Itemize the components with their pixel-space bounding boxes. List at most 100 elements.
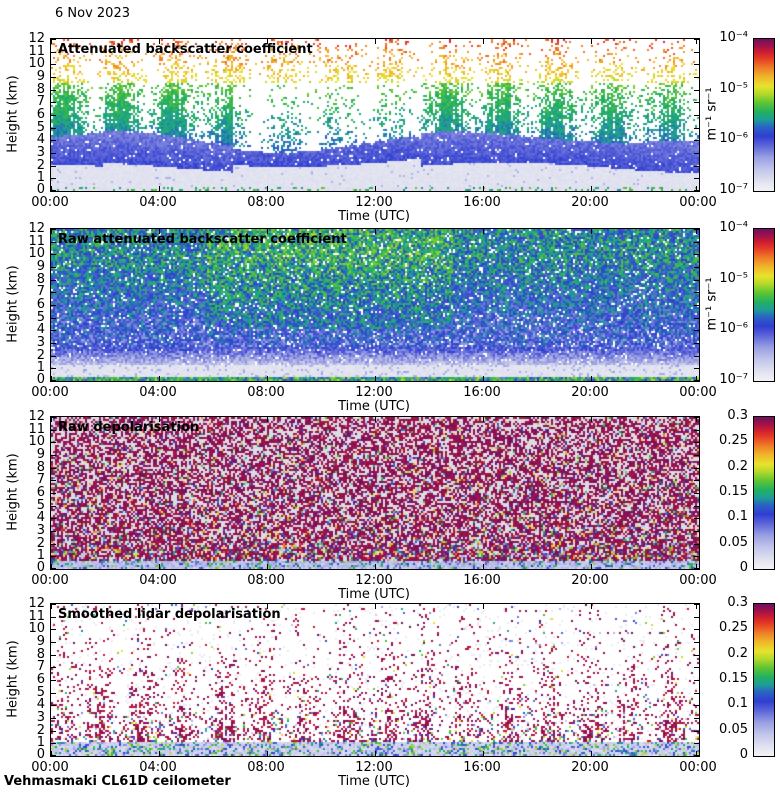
y-axis-tick: [51, 705, 56, 706]
y-axis-tick: [51, 417, 56, 418]
y-tick-label: 11: [28, 609, 45, 624]
y-axis-tick: [694, 693, 699, 694]
colorbar-tick-label: 10⁻⁷: [719, 182, 748, 197]
y-axis-tick: [51, 442, 56, 443]
x-tick-label: 08:00: [247, 760, 285, 775]
x-tick-label: 12:00: [355, 385, 393, 400]
x-tick-label: 20:00: [571, 195, 609, 210]
colorbar-tick-label: 0.1: [727, 509, 748, 524]
x-axis-tick: [696, 186, 697, 191]
y-axis-tick: [694, 417, 699, 418]
x-tick-label: 00:00: [679, 760, 717, 775]
x-axis-label: Time (UTC): [338, 774, 410, 789]
x-axis-tick: [483, 186, 484, 191]
x-axis-tick: [696, 229, 697, 234]
y-tick-label: 1: [36, 360, 45, 375]
colorbar: [753, 603, 775, 757]
x-tick-label: 12:00: [355, 195, 393, 210]
panel-title: Attenuated backscatter coefficient: [58, 42, 313, 57]
x-axis-tick: [159, 39, 160, 44]
x-tick-label: 04:00: [139, 195, 177, 210]
y-tick-label: 3: [36, 710, 45, 725]
x-tick-label: 00:00: [31, 573, 69, 588]
y-axis-tick: [694, 229, 699, 230]
y-axis-tick: [51, 468, 56, 469]
y-tick-label: 9: [36, 69, 45, 84]
y-tick-label: 1: [36, 735, 45, 750]
y-axis-tick: [694, 90, 699, 91]
y-axis-tick: [694, 178, 699, 179]
x-axis-tick: [375, 417, 376, 422]
y-axis-tick: [51, 368, 56, 369]
y-axis-tick: [694, 480, 699, 481]
y-axis-tick: [694, 718, 699, 719]
x-axis-tick: [267, 564, 268, 569]
panel-smoothed-lidar-depolarisation: Height (km) Smoothed lidar depolarisatio…: [0, 595, 780, 798]
x-axis-tick: [267, 751, 268, 756]
y-axis-tick: [694, 267, 699, 268]
y-axis-tick: [51, 153, 56, 154]
y-tick-label: 5: [36, 310, 45, 325]
y-axis-tick: [51, 518, 56, 519]
x-axis-label: Time (UTC): [338, 399, 410, 414]
x-axis-tick: [591, 229, 592, 234]
y-axis-tick: [694, 506, 699, 507]
y-tick-label: 3: [36, 335, 45, 350]
y-axis-tick: [51, 629, 56, 630]
y-axis-tick: [51, 64, 56, 65]
x-axis-tick: [696, 604, 697, 609]
y-tick-label: 12: [28, 409, 45, 424]
x-tick-label: 12:00: [355, 573, 393, 588]
x-axis-tick: [267, 604, 268, 609]
y-axis-tick: [694, 629, 699, 630]
y-axis-tick: [51, 718, 56, 719]
y-tick-label: 12: [28, 31, 45, 46]
x-axis-tick: [159, 417, 160, 422]
x-axis-tick: [483, 39, 484, 44]
x-tick-label: 00:00: [679, 573, 717, 588]
plot-area: Smoothed lidar depolarisation: [50, 603, 700, 757]
y-axis-tick: [51, 617, 56, 618]
y-axis-tick: [51, 292, 56, 293]
x-axis-tick: [483, 751, 484, 756]
y-axis-tick: [51, 506, 56, 507]
y-axis-tick: [51, 242, 56, 243]
y-axis-tick: [694, 292, 699, 293]
colorbar-tick-label: 10⁻⁶: [719, 321, 748, 336]
y-axis-tick: [694, 743, 699, 744]
y-tick-label: 5: [36, 498, 45, 513]
x-axis-tick: [591, 376, 592, 381]
y-tick-label: 0: [36, 560, 45, 575]
y-tick-label: 4: [36, 322, 45, 337]
y-tick-label: 11: [28, 44, 45, 59]
y-axis-tick: [694, 705, 699, 706]
y-axis-tick: [694, 430, 699, 431]
y-tick-label: 6: [36, 107, 45, 122]
y-axis-tick: [694, 115, 699, 116]
y-axis-tick: [694, 254, 699, 255]
y-tick-label: 9: [36, 259, 45, 274]
colorbar-tick-label: 10⁻⁷: [719, 372, 748, 387]
y-axis-tick: [694, 190, 699, 191]
y-axis-tick: [51, 128, 56, 129]
colorbar-tick-label: 0.3: [727, 595, 748, 610]
colorbar-tick-label: 0.2: [727, 459, 748, 474]
x-axis-tick: [375, 604, 376, 609]
x-tick-label: 08:00: [247, 573, 285, 588]
y-tick-label: 4: [36, 132, 45, 147]
colorbar-tick-label: 0.25: [719, 620, 748, 635]
y-tick-label: 2: [36, 158, 45, 173]
x-tick-label: 12:00: [355, 760, 393, 775]
y-tick-label: 10: [28, 246, 45, 261]
x-tick-label: 16:00: [463, 573, 501, 588]
y-axis-tick: [694, 617, 699, 618]
y-axis-tick: [51, 102, 56, 103]
y-axis-tick: [51, 642, 56, 643]
y-axis-tick: [694, 64, 699, 65]
panel-raw-attenuated-backscatter: Height (km) Raw attenuated backscatter c…: [0, 220, 780, 423]
y-axis-tick: [51, 330, 56, 331]
colorbar-tick-label: 10⁻⁴: [719, 30, 748, 45]
x-axis-tick: [51, 186, 52, 191]
y-tick-label: 6: [36, 672, 45, 687]
